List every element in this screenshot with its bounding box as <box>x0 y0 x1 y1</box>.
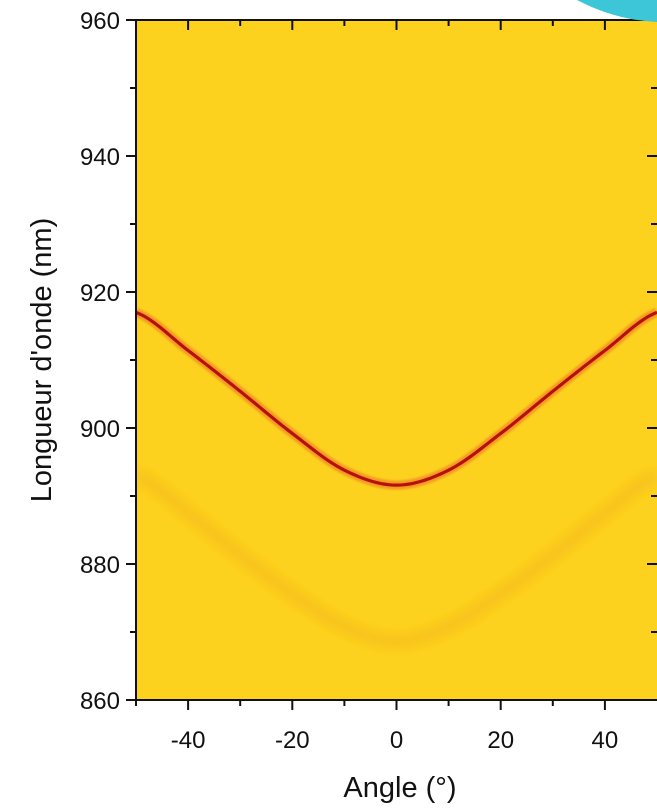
y-tick-label: 880 <box>80 552 120 579</box>
axis-ticks <box>126 19 657 710</box>
weak-mode-curve <box>136 468 657 650</box>
y-tick-label: 960 <box>80 8 120 35</box>
y-tick-label: 860 <box>80 688 120 715</box>
x-axis-title: Angle (°) <box>343 772 456 804</box>
x-tick-label: 0 <box>390 727 403 754</box>
y-tick-label: 920 <box>80 280 120 307</box>
plot-background <box>136 20 657 700</box>
strong-mode-curve <box>136 310 657 487</box>
y-tick-label: 940 <box>80 144 120 171</box>
dispersion-modes <box>136 308 657 650</box>
tick-labels: -40 -20 0 20 40 860 880 900 920 940 960 <box>80 8 618 754</box>
x-tick-label: -40 <box>171 727 206 754</box>
x-tick-label: 20 <box>487 727 514 754</box>
corner-decoration <box>577 0 657 22</box>
x-tick-label: -20 <box>275 727 310 754</box>
x-tick-label: 40 <box>592 727 619 754</box>
y-axis-title: Longueur d'onde (nm) <box>26 218 58 502</box>
y-tick-label: 900 <box>80 416 120 443</box>
